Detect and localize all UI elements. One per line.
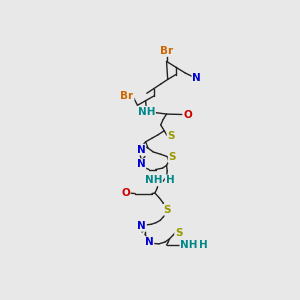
Text: H: H <box>199 240 207 250</box>
Text: NH: NH <box>138 107 155 117</box>
Text: S: S <box>169 152 176 162</box>
Text: S: S <box>164 205 171 215</box>
Text: N: N <box>137 221 146 231</box>
Text: O: O <box>183 110 192 119</box>
Text: N: N <box>136 159 145 169</box>
Text: Br: Br <box>160 46 173 56</box>
Text: N: N <box>145 237 154 247</box>
Text: Br: Br <box>121 91 134 100</box>
Text: N: N <box>192 73 201 82</box>
Text: H: H <box>166 176 174 185</box>
Text: N: N <box>136 145 145 155</box>
Text: S: S <box>175 228 183 238</box>
Text: O: O <box>121 188 130 198</box>
Text: NH: NH <box>180 240 198 250</box>
Text: S: S <box>167 131 175 141</box>
Text: NH: NH <box>145 176 162 185</box>
